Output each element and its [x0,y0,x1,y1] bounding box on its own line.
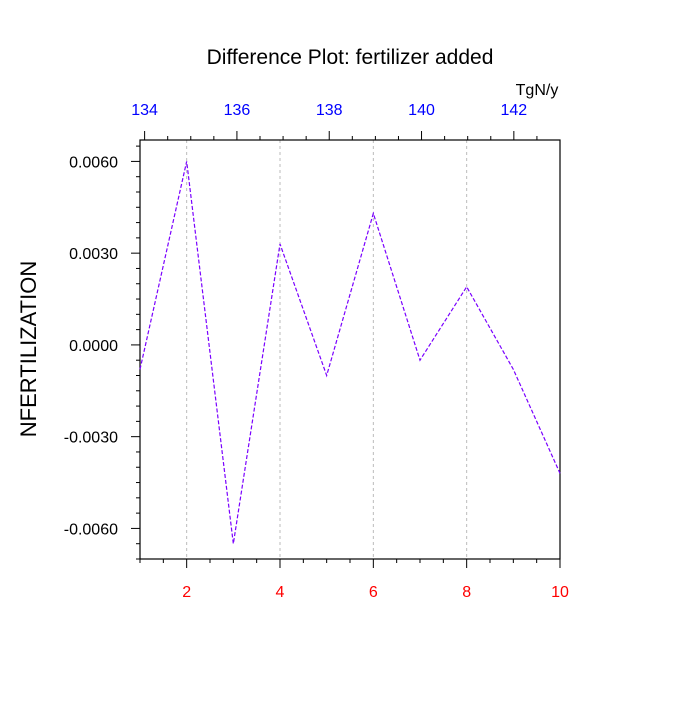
y-axis-label: NFERTILIZATION [16,261,41,437]
series-layer [140,161,560,543]
y-tick-label: -0.0030 [64,430,118,447]
top-tick-label: 138 [316,102,343,119]
top-tick-label: 134 [131,102,158,119]
top-tick-label: 140 [408,102,435,119]
plot-frame [140,140,560,559]
top-tick-label: 142 [500,102,527,119]
y-tick-label: 0.0030 [69,246,118,263]
x-tick-label: 6 [369,584,378,601]
chart-title: Difference Plot: fertilizer added [207,46,494,69]
y-tick-label: 0.0060 [69,154,118,171]
axes [131,131,560,568]
series-line [140,161,560,543]
x-tick-label: 10 [551,584,569,601]
x-tick-label: 4 [276,584,285,601]
x-tick-label: 2 [182,584,191,601]
grid [187,140,467,559]
x-tick-label: 8 [462,584,471,601]
top-tick-label: 136 [224,102,251,119]
y-tick-label: -0.0060 [64,521,118,538]
top-axis-unit-label: TgN/y [516,82,559,99]
y-tick-label: 0.0000 [69,338,118,355]
